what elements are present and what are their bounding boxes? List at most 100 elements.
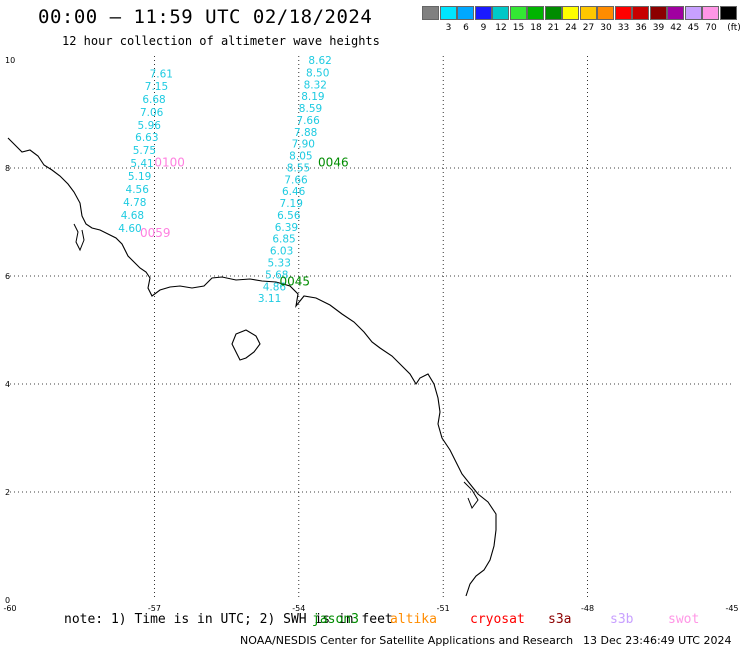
lat-tick-label: 0: [5, 596, 10, 605]
lon-tick-label: -45: [725, 604, 738, 613]
footer-note: note: 1) Time is in UTC; 2) SWH is in fe…: [64, 612, 393, 627]
lat-tick-label: 8: [5, 164, 10, 173]
lat-tick-label: 10: [5, 56, 15, 65]
lon-tick-label: -57: [148, 604, 161, 613]
wave-height-label: 8.05: [289, 151, 312, 163]
legend-label: 24: [565, 23, 577, 33]
wave-height-label: 8.19: [301, 91, 324, 103]
wave-height-label: 7.19: [280, 198, 303, 210]
legend-label: 42: [670, 23, 682, 33]
legend-swatch: [579, 6, 597, 20]
legend-swatch: [649, 6, 667, 20]
pass-time-label: 0059: [140, 226, 171, 240]
satellite-label: s3b: [610, 612, 634, 627]
satellite-label: altika: [390, 612, 437, 627]
page-title: 00:00 – 11:59 UTC 02/18/2024: [38, 6, 373, 28]
legend-label: 45: [687, 23, 700, 33]
legend-swatch: [509, 6, 527, 20]
wave-height-label: 8.55: [287, 162, 310, 174]
wave-height-label: 5.19: [128, 171, 151, 183]
legend-label: 36: [635, 23, 647, 33]
wave-height-label: 8.59: [299, 103, 322, 115]
legend-label: 33: [617, 23, 630, 33]
legend-label: 12: [495, 23, 507, 33]
pass-time-label: 0045: [280, 274, 311, 288]
legend-swatch: [527, 6, 544, 20]
legend-swatch: [702, 6, 719, 20]
legend-label: 30: [600, 23, 612, 33]
satellite-label: jason3: [312, 612, 359, 627]
satellite-label: swot: [668, 612, 700, 627]
wave-height-label: 6.85: [272, 234, 295, 246]
legend-label: 15: [512, 23, 525, 33]
estuary-outline: [463, 481, 479, 510]
wave-height-label: 8.32: [304, 79, 327, 91]
graticule: [10, 56, 732, 600]
legend-swatch: [439, 6, 457, 20]
lon-tick-label: -54: [292, 604, 305, 613]
legend-label: 21: [547, 23, 560, 33]
legend-swatch: [422, 6, 439, 20]
island-outline: [231, 329, 261, 361]
wave-height-label: 5.41: [130, 158, 153, 170]
legend-unit: (ft): [727, 23, 740, 33]
wave-height-label: 5.33: [268, 258, 291, 270]
legend-label: 70: [705, 23, 717, 33]
wave-height-label: 7.88: [294, 127, 317, 139]
wave-height-label: 3.11: [258, 293, 281, 305]
satellite-label: cryosat: [470, 612, 525, 627]
wave-height-label: 7.06: [140, 107, 164, 119]
legend-label: 6: [463, 23, 469, 33]
wave-height-label: 6.46: [282, 186, 306, 198]
wave-height-label: 6.68: [142, 94, 165, 106]
pass-time-label: 0100: [154, 156, 185, 170]
satellite-label: s3a: [548, 612, 572, 627]
legend-label: 27: [582, 23, 595, 33]
wave-height-label: 6.03: [270, 246, 293, 258]
wave-height-label: 7.66: [284, 174, 308, 186]
page-subtitle: 12 hour collection of altimeter wave hei…: [62, 34, 380, 48]
wave-height-label: 5.68: [265, 269, 288, 281]
wave-height-label: 7.61: [150, 69, 173, 81]
generated-timestamp: 13 Dec 23:46:49 UTC 2024: [583, 634, 732, 647]
axis-ticks: -60 -57 -54 -51 -48 -45 0 2 4 6 8 10: [3, 56, 738, 613]
wave-height-label: 4.78: [123, 197, 146, 209]
wave-height-label: 6.39: [275, 222, 298, 234]
wave-height-label: 6.56: [277, 210, 301, 222]
coastline: [7, 137, 497, 597]
legend-swatch: [667, 6, 684, 20]
wave-height-label: 7.66: [296, 115, 320, 127]
legend-swatch: [614, 6, 632, 20]
coastline-path: [7, 137, 497, 597]
lon-tick-label: -51: [437, 604, 450, 613]
wave-height-label: 8.62: [308, 55, 331, 67]
wave-height-label: 5.96: [138, 120, 162, 132]
legend-swatch: [457, 6, 474, 20]
legend-label: 39: [652, 23, 665, 33]
wave-height-label: 6.63: [135, 132, 158, 144]
altimeter-tracks: 7.617.156.687.065.966.635.755.415.194.56…: [118, 55, 348, 305]
lon-tick-label: -48: [581, 604, 594, 613]
wave-height-label: 5.75: [133, 145, 156, 157]
legend-swatch: [562, 6, 579, 20]
legend-swatch: [597, 6, 614, 20]
wave-height-label: 4.68: [121, 210, 144, 222]
lat-tick-label: 6: [5, 272, 10, 281]
credit-line: NOAA/NESDIS Center for Satellite Applica…: [240, 634, 574, 647]
river-mouth: [73, 223, 85, 252]
lat-tick-label: 4: [5, 380, 10, 389]
wave-height-label: 4.86: [263, 281, 287, 293]
legend-swatch: [544, 6, 562, 20]
wave-height-label: 4.56: [126, 184, 150, 196]
legend-label: 3: [445, 23, 452, 33]
wave-height-label: 8.50: [306, 67, 329, 79]
legend-swatch: [474, 6, 492, 20]
wave-height-label: 7.15: [145, 81, 168, 93]
legend-swatch: [719, 6, 737, 20]
lon-tick-label: -60: [3, 604, 16, 613]
wave-height-label: 7.90: [292, 139, 315, 151]
pass-time-label: 0046: [318, 156, 349, 170]
wave-height-label: 4.60: [118, 223, 141, 235]
